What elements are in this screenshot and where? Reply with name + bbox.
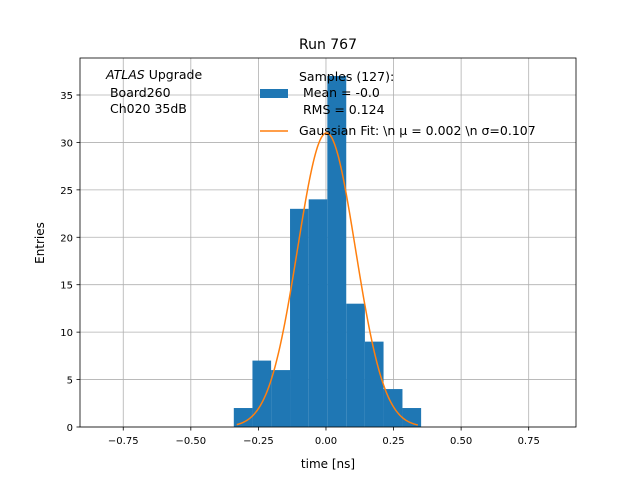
histogram-bar bbox=[402, 408, 422, 427]
legend-rms-label: RMS = 0.124 bbox=[299, 102, 385, 117]
y-tick-label: 10 bbox=[60, 328, 73, 339]
y-tick-label: 5 bbox=[67, 376, 73, 387]
x-axis-ticks: −0.75 −0.50 −0.25 0.00 0.25 0.50 0.75 bbox=[108, 427, 540, 447]
histogram-bar bbox=[383, 389, 403, 427]
y-tick-label: 25 bbox=[60, 186, 73, 197]
chart-title: Run 767 bbox=[299, 37, 357, 53]
histogram-bar bbox=[233, 408, 253, 427]
channel-label: Ch020 35dB bbox=[106, 101, 187, 116]
histogram-bar bbox=[364, 341, 384, 427]
legend-samples-label: Samples (127): bbox=[299, 69, 394, 84]
svg-text:ATLAS Upgrade: ATLAS Upgrade bbox=[105, 67, 202, 82]
x-tick-label: −0.50 bbox=[175, 436, 206, 447]
board-label: Board260 bbox=[106, 85, 171, 100]
x-tick-label: 0.00 bbox=[315, 436, 337, 447]
x-tick-label: 0.50 bbox=[450, 436, 472, 447]
histogram-bars bbox=[233, 76, 422, 428]
legend-histogram-swatch bbox=[260, 89, 288, 98]
x-tick-label: −0.25 bbox=[243, 436, 274, 447]
y-tick-label: 15 bbox=[60, 281, 73, 292]
legend: Samples (127): Mean = -0.0 RMS = 0.124 G… bbox=[260, 69, 536, 138]
histogram-bar bbox=[346, 303, 365, 427]
upgrade-label: Upgrade bbox=[145, 67, 203, 82]
y-tick-label: 35 bbox=[60, 91, 73, 102]
x-tick-label: 0.75 bbox=[518, 436, 540, 447]
y-axis-ticks: 0 5 10 15 20 25 30 35 bbox=[60, 91, 80, 434]
histogram-bar bbox=[252, 360, 272, 427]
histogram-bar bbox=[271, 370, 291, 427]
plot-frame bbox=[79, 57, 577, 428]
gaussian-fit-line bbox=[236, 132, 419, 426]
y-tick-label: 30 bbox=[60, 138, 73, 149]
x-tick-label: −0.75 bbox=[108, 436, 139, 447]
y-tick-label: 0 bbox=[67, 423, 73, 434]
legend-fit-label: Gaussian Fit: \n μ = 0.002 \n σ=0.107 bbox=[299, 123, 536, 138]
atlas-label: ATLAS bbox=[105, 67, 145, 82]
y-axis-label: Entries bbox=[33, 222, 47, 264]
y-tick-label: 20 bbox=[60, 233, 73, 244]
legend-mean-label: Mean = -0.0 bbox=[299, 85, 380, 100]
x-tick-label: 0.25 bbox=[382, 436, 404, 447]
x-axis-label: time [ns] bbox=[301, 457, 355, 471]
histogram-bar bbox=[308, 199, 328, 427]
atlas-annotation: ATLAS Upgrade Board260 Ch020 35dB bbox=[105, 67, 202, 116]
histogram-bar bbox=[327, 76, 347, 428]
